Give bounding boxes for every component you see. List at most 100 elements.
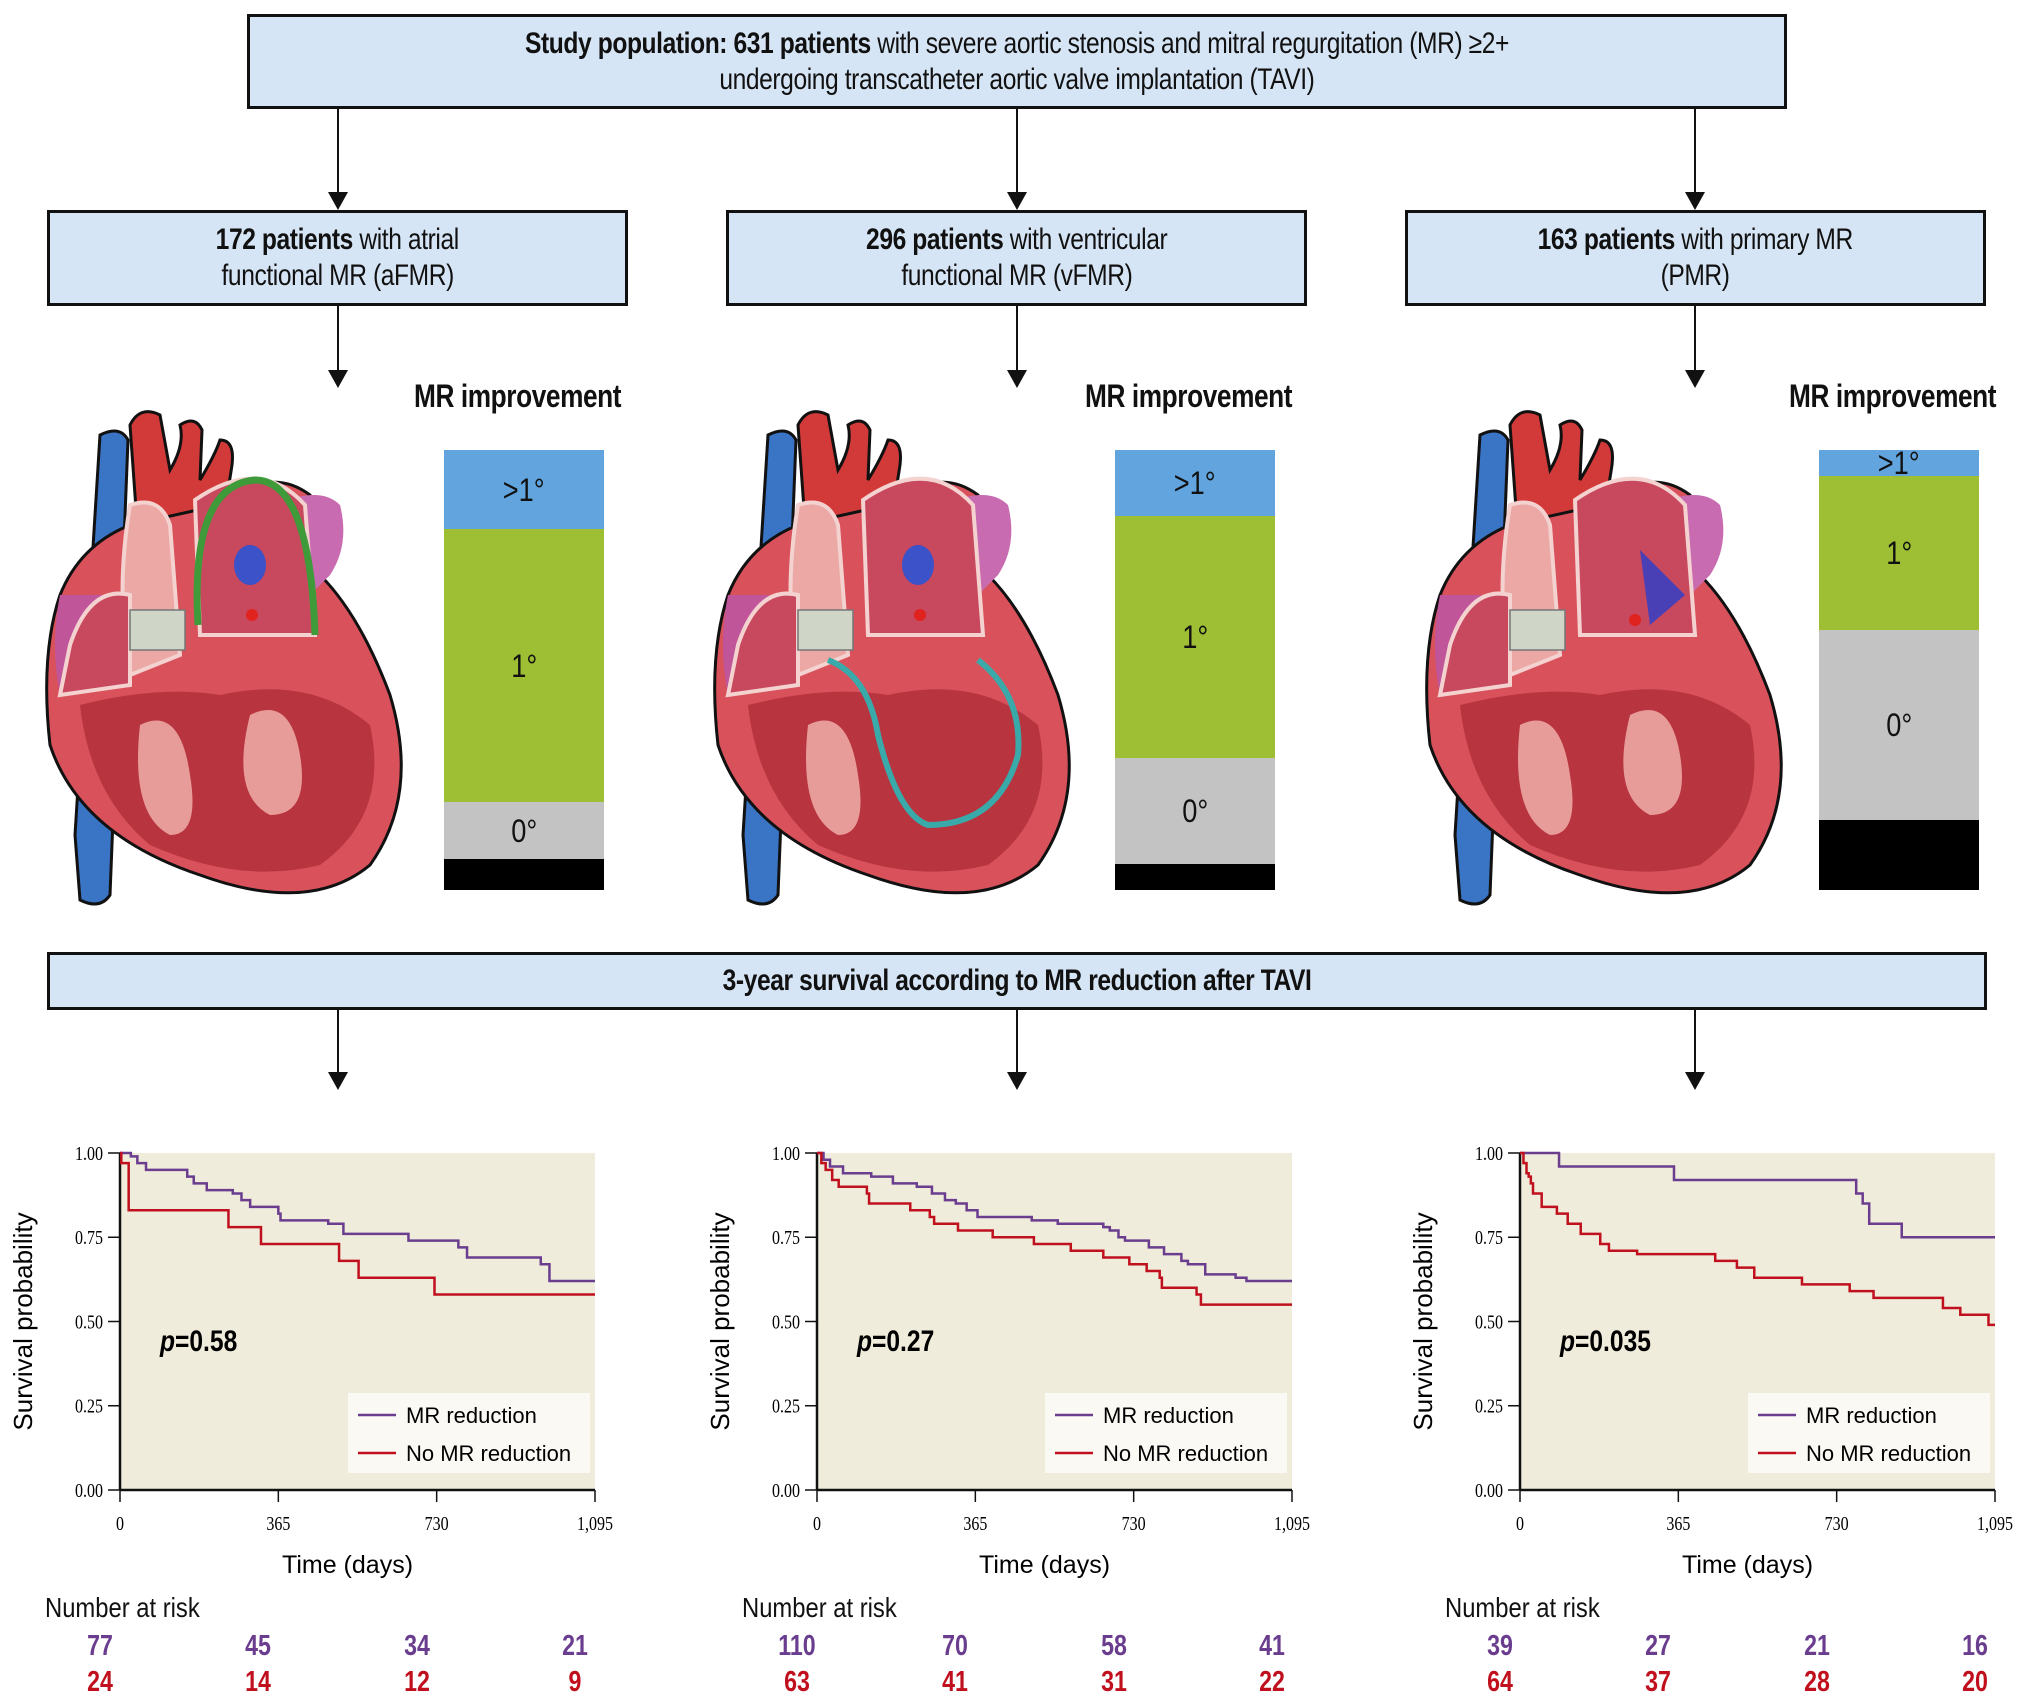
connector-line — [1016, 306, 1018, 376]
group-box-line1: 296 patients with ventricular — [866, 222, 1168, 258]
risk-count-no-mr-reduction: 24 — [87, 1666, 113, 1698]
x-tick-label: 730 — [1825, 1512, 1849, 1534]
mr-improvement-title: MR improvement — [1085, 378, 1293, 414]
mr-segment-label: 1° — [1885, 535, 1913, 572]
mr-segment-label: 1° — [1181, 619, 1209, 655]
mr-segment-worse — [1819, 819, 1979, 890]
no-mr-reduction-curve — [817, 1151, 1292, 1306]
mr-segment-worse — [1115, 863, 1275, 890]
p-value-annotation: p=0.58 — [159, 1324, 237, 1358]
number-at-risk-title: Number at risk — [742, 1592, 897, 1623]
mr-segment-gt1: >1° — [1115, 450, 1275, 516]
mitral-valve-jet-origin — [914, 609, 926, 621]
risk-count-no-mr-reduction: 9 — [568, 1666, 582, 1698]
x-tick-label: 365 — [963, 1512, 987, 1534]
km-chart-vfmr: 0.00 0.25 0.50 0.75 1.00 0 365 730 1,095 Survival… — [705, 1142, 1310, 1579]
legend-box — [348, 1393, 590, 1473]
atrial-wall-highlight — [193, 476, 319, 636]
no-mr-reduction-curve — [120, 1151, 595, 1296]
risk-table-vfmr: Number at risk 110 70 58 41 63 41 31 22 — [697, 1580, 1337, 1700]
p-label: p — [1559, 1324, 1575, 1358]
connector-line — [1016, 109, 1018, 199]
mr-reduction-curve — [120, 1151, 595, 1283]
x-tick-label: 365 — [1666, 1512, 1690, 1534]
heart-illustration-pmr — [1425, 410, 1783, 906]
risk-count-no-mr-reduction: 14 — [245, 1666, 272, 1698]
heart-illustration-vfmr — [713, 410, 1071, 906]
mitral-valve-jet-origin — [1629, 614, 1641, 626]
group-box-line2: functional MR (vFMR) — [900, 259, 1133, 292]
group-desc: with ventricular — [1003, 223, 1168, 256]
connector-line — [1016, 1010, 1018, 1074]
mr-improvement-bar-vfmr: >1° 1° 0° — [1115, 450, 1275, 890]
risk-count-mr-reduction: 27 — [1645, 1630, 1672, 1662]
mr-segment-worse — [444, 859, 604, 890]
arrow-down-icon — [1685, 1072, 1705, 1090]
y-axis-label: Survival probability — [8, 1212, 38, 1430]
arrow-down-icon — [328, 192, 348, 210]
y-tick-label: 0.50 — [1475, 1311, 1503, 1333]
risk-count-mr-reduction: 70 — [942, 1630, 969, 1662]
mr-segment-zero: 0° — [1115, 758, 1275, 864]
risk-count-mr-reduction: 58 — [1100, 1630, 1127, 1662]
risk-count-mr-reduction: 45 — [245, 1630, 272, 1662]
study-population-line1: Study population: 631 patients with seve… — [525, 26, 1509, 62]
y-tick-label: 0.00 — [75, 1479, 103, 1501]
mr-segment-zero: 0° — [1819, 630, 1979, 820]
p-value: =0.58 — [175, 1324, 237, 1358]
heart-shape — [45, 410, 403, 906]
risk-table-afmr: Number at risk 77 45 34 21 24 14 12 9 — [0, 1580, 640, 1700]
mr-segment-one: 1° — [444, 529, 604, 802]
ventricular-wall-highlight — [826, 657, 1022, 829]
risk-count-mr-reduction: 41 — [1259, 1630, 1285, 1662]
heart-illustration-afmr — [45, 410, 403, 906]
legend-label: No MR reduction — [1806, 1441, 1971, 1466]
x-axis-label: Time (days) — [1682, 1551, 1813, 1579]
p-label: p — [159, 1324, 175, 1358]
risk-count-no-mr-reduction: 37 — [1645, 1666, 1672, 1698]
y-tick-label: 1.00 — [75, 1142, 103, 1164]
y-tick-label: 0.25 — [772, 1395, 800, 1417]
legend-label: MR reduction — [1103, 1403, 1234, 1428]
risk-count-mr-reduction: 34 — [403, 1630, 430, 1662]
y-tick-label: 1.00 — [772, 1142, 800, 1164]
km-chart-pmr: 0.00 0.25 0.50 0.75 1.00 0 365 730 1,095 Survival… — [1408, 1142, 2013, 1579]
connector-line — [1694, 306, 1696, 376]
x-axis-label: Time (days) — [979, 1551, 1110, 1579]
number-at-risk-title: Number at risk — [45, 1592, 200, 1623]
group-box-line2: (PMR) — [1660, 259, 1731, 292]
risk-count-no-mr-reduction: 22 — [1259, 1666, 1285, 1698]
risk-count-mr-reduction: 21 — [1803, 1630, 1830, 1662]
connector-line — [1694, 109, 1696, 199]
study-population-bold: Study population: 631 patients — [525, 26, 871, 60]
risk-count-mr-reduction: 77 — [87, 1630, 113, 1662]
group-box-pmr: 163 patients with primary MR (PMR) — [1405, 210, 1986, 306]
connector-line — [337, 109, 339, 199]
connector-line — [337, 1010, 339, 1074]
arrow-down-icon — [1685, 192, 1705, 210]
x-tick-label: 730 — [425, 1512, 449, 1534]
no-mr-reduction-curve — [1520, 1151, 1995, 1327]
mr-segment-label: 0° — [1181, 792, 1209, 829]
arrow-down-icon — [328, 370, 348, 388]
p-value-annotation: p=0.27 — [856, 1324, 934, 1358]
risk-table-pmr: Number at risk 39 27 21 16 64 37 28 20 — [1400, 1580, 2031, 1700]
risk-count-mr-reduction: 110 — [778, 1630, 816, 1662]
group-count: 172 patients — [215, 223, 354, 256]
y-tick-label: 0.75 — [1475, 1227, 1503, 1249]
group-desc: with primary MR — [1675, 223, 1854, 256]
legend-box — [1045, 1393, 1287, 1473]
legend-box — [1748, 1393, 1990, 1473]
mr-reduction-curve — [817, 1151, 1292, 1283]
y-tick-label: 0.25 — [1475, 1395, 1503, 1417]
arrow-down-icon — [328, 1072, 348, 1090]
arrow-down-icon — [1007, 1072, 1027, 1090]
y-tick-label: 0.00 — [1475, 1479, 1503, 1501]
p-value: =0.27 — [872, 1324, 934, 1358]
mr-segment-gt1: >1° — [1819, 447, 1979, 479]
mr-improvement-bar-afmr: >1° 1° 0° — [444, 450, 604, 890]
risk-count-no-mr-reduction: 41 — [942, 1666, 969, 1698]
regurgitant-jet — [902, 545, 934, 585]
arrow-down-icon — [1685, 370, 1705, 388]
group-box-line1: 163 patients with primary MR — [1538, 222, 1854, 258]
